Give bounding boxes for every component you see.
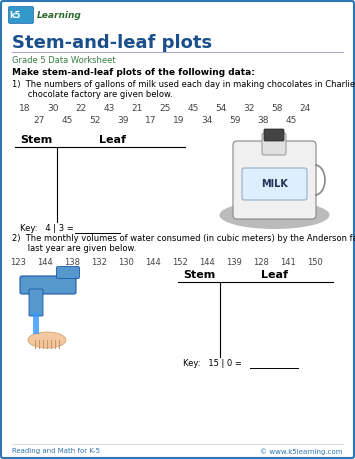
Text: 19: 19 [173,116,185,125]
Text: 22: 22 [75,104,87,113]
Text: 139: 139 [226,258,242,267]
FancyBboxPatch shape [233,141,316,219]
FancyBboxPatch shape [9,6,33,23]
Text: 59: 59 [229,116,241,125]
Text: 141: 141 [280,258,296,267]
Text: chocolate factory are given below.: chocolate factory are given below. [12,90,173,99]
Text: k5: k5 [9,11,21,19]
Text: 152: 152 [172,258,188,267]
Ellipse shape [28,332,66,348]
Text: 144: 144 [37,258,53,267]
Text: 38: 38 [257,116,269,125]
Text: 39: 39 [117,116,129,125]
Text: Key:   4 | 3 =: Key: 4 | 3 = [20,224,76,233]
Text: 130: 130 [118,258,134,267]
FancyBboxPatch shape [56,267,80,279]
FancyBboxPatch shape [242,168,307,200]
Text: Leaf: Leaf [262,270,289,280]
Text: 132: 132 [91,258,107,267]
Text: 58: 58 [271,104,283,113]
Text: © www.k5learning.com: © www.k5learning.com [261,448,343,455]
Text: 52: 52 [89,116,101,125]
Text: Reading and Math for K-5: Reading and Math for K-5 [12,448,100,454]
Text: 21: 21 [131,104,143,113]
Text: Leaf: Leaf [98,135,126,145]
Text: 54: 54 [215,104,227,113]
Text: Stem: Stem [183,270,215,280]
Text: 128: 128 [253,258,269,267]
Text: 144: 144 [145,258,161,267]
FancyBboxPatch shape [20,276,76,294]
Text: last year are given below.: last year are given below. [12,244,136,253]
Text: Grade 5 Data Worksheet: Grade 5 Data Worksheet [12,56,116,65]
Text: Stem: Stem [20,135,52,145]
Text: 43: 43 [103,104,115,113]
FancyBboxPatch shape [29,289,43,316]
Text: Key:   15 | 0 =: Key: 15 | 0 = [183,359,245,368]
Text: 45: 45 [187,104,199,113]
FancyBboxPatch shape [264,129,284,141]
Text: 150: 150 [307,258,323,267]
Text: 18: 18 [19,104,31,113]
Text: 138: 138 [64,258,80,267]
Text: Learning: Learning [37,11,82,19]
Ellipse shape [219,201,329,229]
Text: 34: 34 [201,116,213,125]
Text: Make stem-and-leaf plots of the following data:: Make stem-and-leaf plots of the followin… [12,68,255,77]
Text: 2)  The monthly volumes of water consumed (in cubic meters) by the Anderson fami: 2) The monthly volumes of water consumed… [12,234,355,243]
Text: 25: 25 [159,104,171,113]
Text: 17: 17 [145,116,157,125]
Text: 1)  The numbers of gallons of milk used each day in making chocolates in Charlie: 1) The numbers of gallons of milk used e… [12,80,355,89]
Text: 45: 45 [61,116,73,125]
Text: 30: 30 [47,104,59,113]
Text: 123: 123 [10,258,26,267]
Text: Stem-and-leaf plots: Stem-and-leaf plots [12,34,212,52]
Text: 24: 24 [299,104,311,113]
FancyBboxPatch shape [262,133,286,155]
Text: 45: 45 [285,116,297,125]
Text: MILK: MILK [261,179,288,189]
Text: 27: 27 [33,116,45,125]
Text: 144: 144 [199,258,215,267]
Text: 32: 32 [243,104,255,113]
